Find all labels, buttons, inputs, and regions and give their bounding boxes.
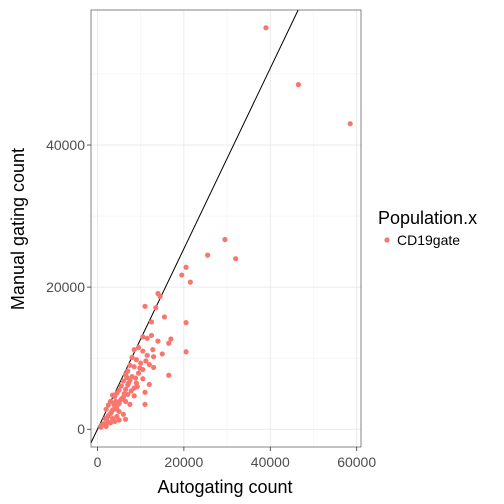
data-point — [137, 365, 143, 371]
data-point — [187, 279, 193, 285]
legend: Population.x CD19gate — [378, 208, 477, 248]
data-point — [183, 264, 189, 270]
data-point — [295, 82, 301, 88]
data-point — [105, 402, 111, 408]
grid-lines — [91, 10, 361, 447]
data-point — [144, 352, 150, 358]
data-point — [129, 354, 135, 361]
data-point — [148, 319, 155, 325]
x-tick-label: 0 — [94, 454, 102, 470]
data-point — [127, 362, 133, 368]
y-tick-label: 40000 — [46, 137, 85, 153]
data-point — [151, 354, 157, 360]
data-point — [144, 335, 150, 341]
data-point — [159, 351, 165, 357]
x-axis-title: Autogating count — [157, 477, 292, 497]
data-point — [179, 272, 185, 278]
legend-key-cd19gate — [384, 237, 390, 243]
data-point — [151, 364, 157, 371]
data-point — [135, 370, 142, 376]
x-tick-label: 60000 — [337, 454, 376, 470]
data-point — [108, 409, 114, 415]
data-point — [153, 305, 159, 311]
data-point — [103, 406, 109, 412]
y-tick-label: 0 — [77, 421, 85, 437]
data-point — [98, 424, 104, 430]
data-point — [168, 336, 174, 342]
data-point — [140, 348, 146, 354]
data-point — [104, 415, 110, 421]
data-point — [119, 395, 126, 401]
data-point — [205, 252, 211, 258]
data-point — [125, 380, 132, 386]
data-point — [134, 384, 140, 390]
data-point — [120, 378, 126, 384]
data-point — [112, 418, 118, 425]
data-point — [131, 393, 137, 399]
data-point — [140, 376, 146, 382]
x-tick-label: 40000 — [251, 454, 290, 470]
panel-border — [90, 9, 362, 448]
data-point — [124, 374, 130, 380]
data-point — [233, 256, 239, 262]
data-point — [107, 420, 114, 426]
data-point — [132, 375, 139, 381]
legend-label-cd19gate: CD19gate — [397, 232, 460, 248]
data-point — [146, 381, 152, 388]
data-point — [128, 388, 134, 394]
y-tick-label: 20000 — [46, 279, 85, 295]
data-point — [157, 293, 163, 299]
data-point — [142, 401, 148, 407]
data-point — [148, 332, 155, 339]
data-point — [263, 25, 269, 31]
data-point — [131, 347, 137, 353]
data-point — [122, 416, 129, 422]
data-point — [122, 386, 129, 393]
data-point — [140, 334, 146, 340]
data-points — [98, 25, 353, 430]
data-point — [166, 340, 172, 346]
data-point — [118, 383, 124, 389]
data-point — [143, 358, 149, 364]
data-point — [110, 392, 116, 398]
data-point — [155, 338, 161, 344]
data-point — [135, 344, 142, 351]
data-point — [142, 303, 148, 309]
data-point — [222, 236, 228, 243]
x-axis-ticks: 0 20000 40000 60000 — [94, 447, 376, 470]
data-point — [114, 406, 120, 412]
data-point — [122, 398, 129, 405]
data-point — [116, 417, 122, 423]
data-point — [166, 372, 172, 378]
data-point — [142, 389, 148, 395]
y-axis-ticks: 0 20000 40000 — [46, 137, 91, 437]
data-point — [183, 320, 189, 326]
data-point — [138, 360, 144, 366]
data-point — [131, 364, 137, 370]
data-point — [133, 357, 139, 363]
data-point — [120, 411, 126, 417]
data-point — [150, 347, 156, 353]
x-tick-label: 20000 — [164, 454, 203, 470]
data-point — [113, 398, 119, 405]
data-point — [127, 401, 133, 407]
data-point — [121, 391, 127, 397]
y-axis-title: Manual gating count — [8, 148, 28, 310]
data-point — [183, 349, 189, 355]
data-point — [161, 314, 168, 320]
legend-title: Population.x — [378, 208, 477, 228]
data-point — [103, 423, 109, 429]
data-point — [347, 121, 353, 127]
data-point — [146, 361, 152, 368]
